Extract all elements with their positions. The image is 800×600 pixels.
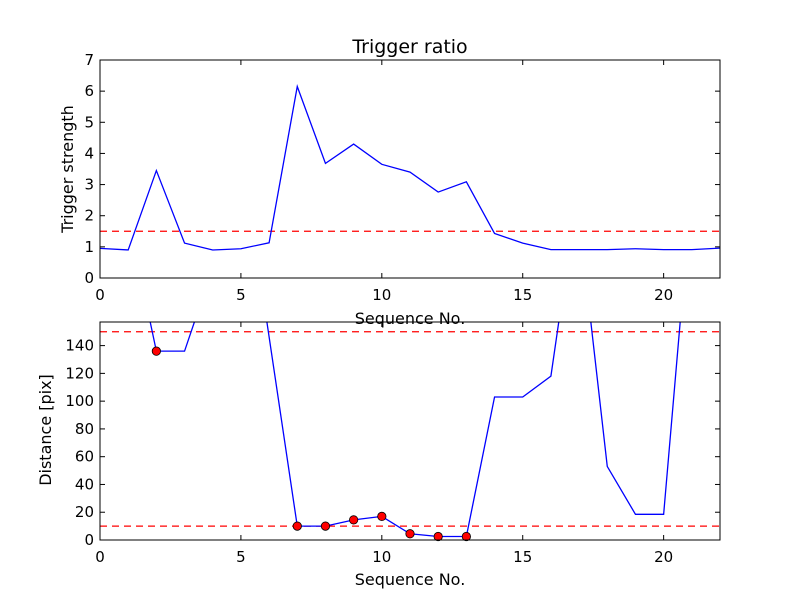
- x-tick-label: 15: [513, 548, 532, 566]
- y-tick-label: 20: [75, 503, 94, 521]
- data-point: [433, 531, 443, 542]
- y-tick-label: 140: [65, 337, 94, 355]
- data-point: [405, 529, 415, 539]
- y-axis-label: Distance [pix]: [36, 374, 55, 486]
- axes-frame: [99, 321, 721, 541]
- y-tick-label: 1: [84, 238, 94, 256]
- data-point: [320, 521, 331, 531]
- y-tick-label: 6: [84, 82, 94, 100]
- x-tick-label: 0: [95, 286, 105, 304]
- axes-frame: [99, 59, 721, 279]
- x-tick-label: 15: [513, 286, 532, 304]
- data-point: [349, 515, 359, 525]
- y-tick-label: 40: [75, 475, 94, 493]
- trigger-ratio-chart: Trigger ratio Sequence No. Trigger stren…: [58, 36, 721, 328]
- y-tick-label: 3: [84, 176, 94, 194]
- y-tick-label: 7: [84, 51, 94, 69]
- y-tick-label: 2: [84, 207, 94, 225]
- y-axis-label: Trigger strength: [58, 105, 77, 234]
- x-axis-label: Sequence No.: [355, 309, 466, 328]
- data-point: [292, 521, 302, 531]
- y-tick-label: 120: [65, 364, 94, 382]
- series-line-0: [100, 83, 720, 251]
- y-tick-label: 4: [84, 144, 94, 162]
- x-tick-label: 10: [372, 286, 391, 304]
- y-tick-label: 5: [84, 113, 94, 131]
- y-tick-label: 60: [75, 448, 94, 466]
- x-tick-label: 20: [654, 286, 673, 304]
- y-tick-label: 80: [75, 420, 94, 438]
- y-tick-label: 0: [84, 269, 94, 287]
- x-tick-label: 5: [236, 548, 246, 566]
- distance-chart: Sequence No. Distance [pix] 0 5 10 15 20 0 20 4…: [36, 321, 721, 589]
- chart-title: Trigger ratio: [351, 36, 467, 58]
- x-tick-label: 0: [95, 548, 105, 566]
- y-tick-label: 0: [84, 531, 94, 549]
- x-tick-label: 5: [236, 286, 246, 304]
- x-tick-label: 10: [372, 548, 391, 566]
- y-tick-label: 100: [65, 392, 94, 410]
- plot-area: [100, 83, 720, 251]
- x-axis-label: Sequence No.: [355, 570, 466, 589]
- data-point: [461, 531, 471, 542]
- data-point: [377, 511, 387, 521]
- x-tick-label: 20: [654, 548, 673, 566]
- data-point: [151, 346, 161, 356]
